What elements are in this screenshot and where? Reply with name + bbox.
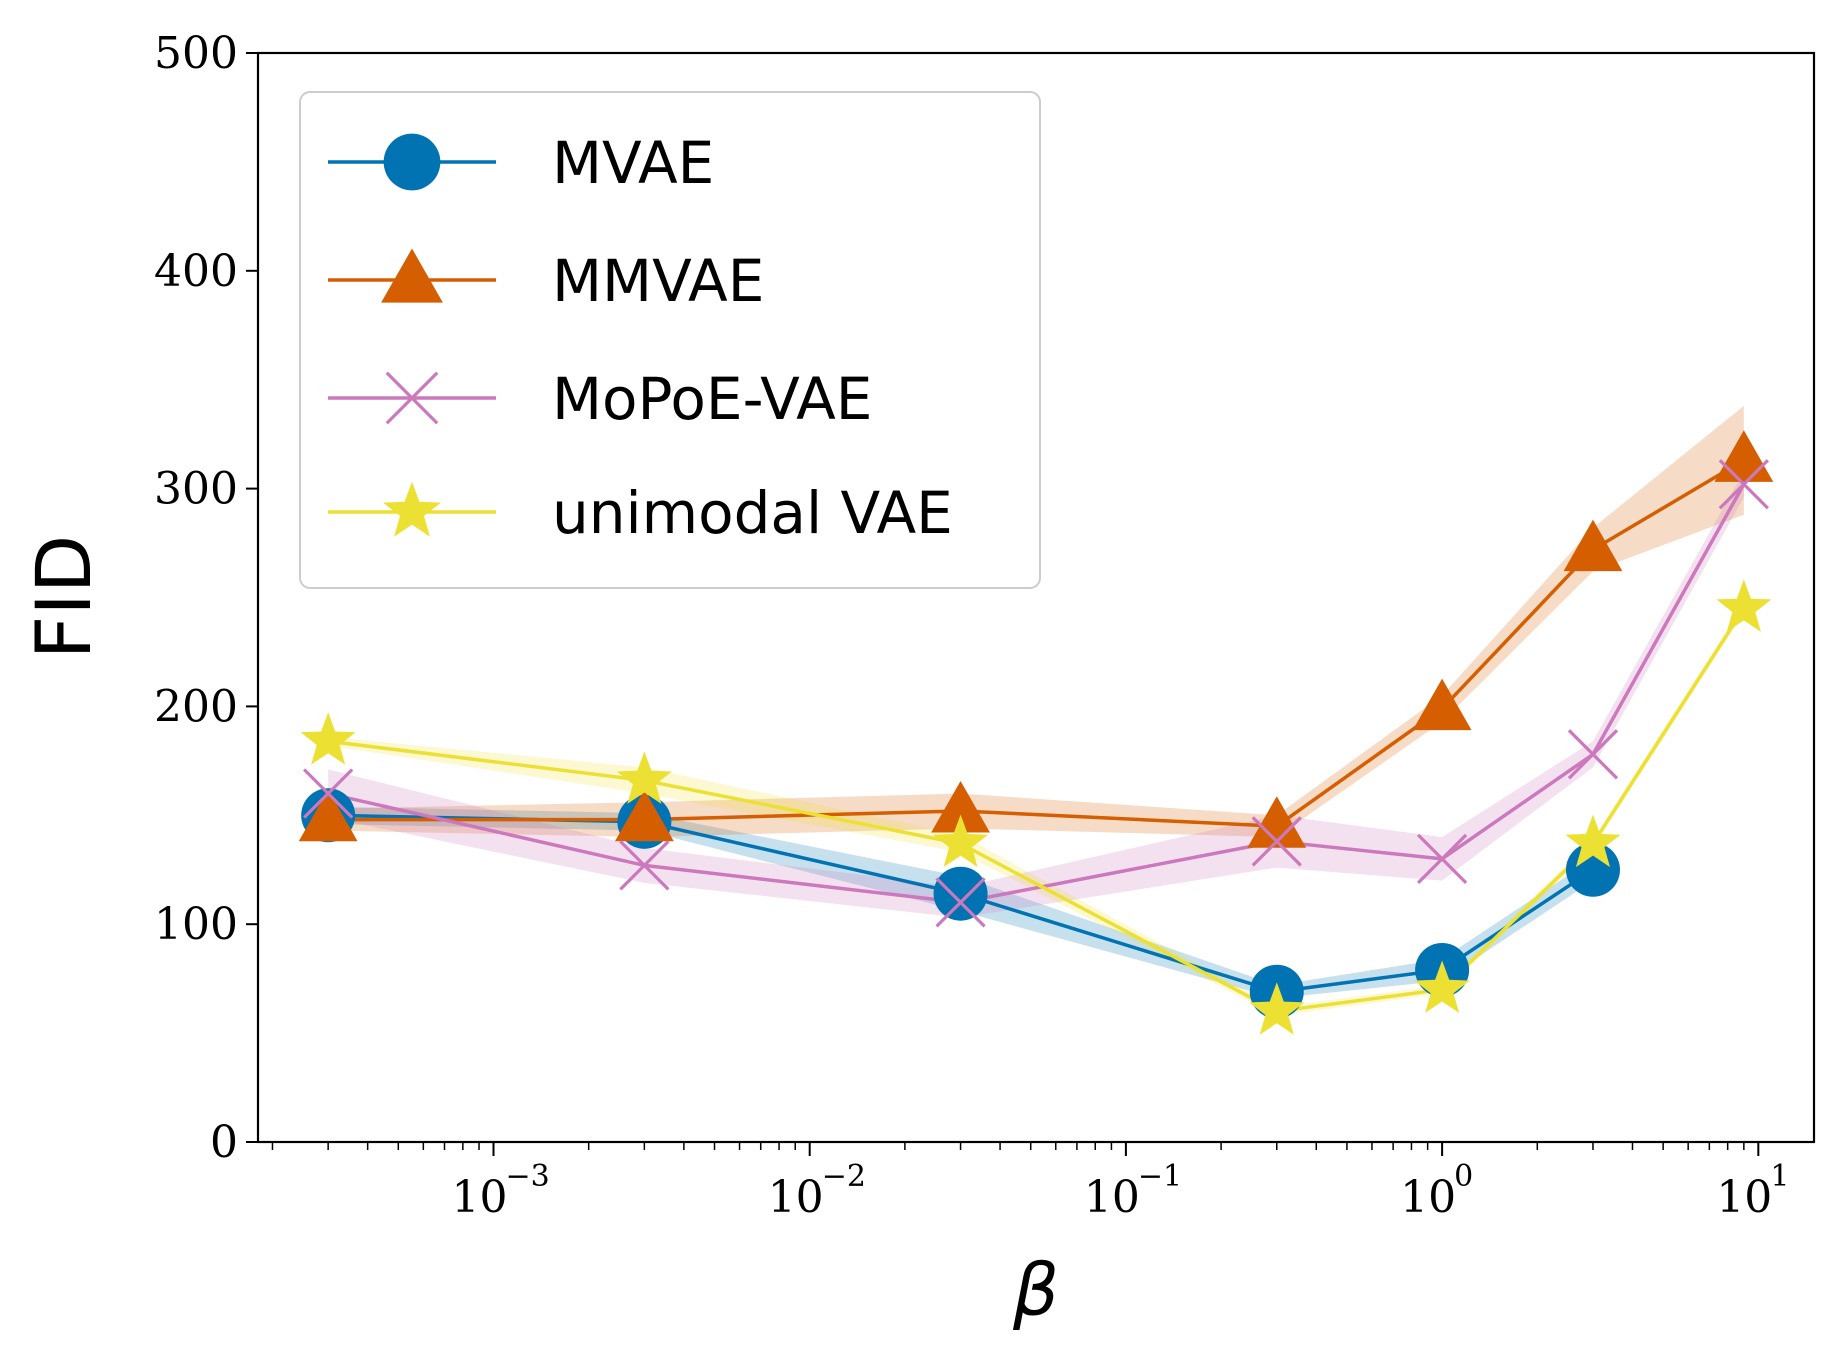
- series-markers: [298, 430, 1774, 1035]
- x-axis-label: β: [1012, 1248, 1059, 1332]
- mvae-point: [933, 866, 988, 921]
- y-axis-label: FID: [19, 535, 108, 660]
- mopoe-vae-point: [619, 840, 670, 891]
- mopoe-vae-point: [935, 877, 986, 928]
- x-tick-base: 10: [451, 1172, 507, 1223]
- legend-label: MMVAE: [552, 247, 764, 315]
- unimodal-vae-point: [1249, 982, 1305, 1035]
- x-tick-base: 10: [1716, 1172, 1772, 1223]
- unimodal-vae-point: [300, 712, 356, 765]
- x-tick-label: 10−3: [451, 1159, 549, 1223]
- mopoe-vae-point: [303, 768, 354, 819]
- legend-entry-mopoe-vae: MoPoE-VAE: [328, 365, 872, 433]
- legend-marker: [383, 481, 441, 537]
- y-tick-label: 400: [154, 246, 238, 297]
- y-tick-label: 200: [154, 681, 238, 732]
- x-tick-exponent: 0: [1454, 1159, 1473, 1194]
- mopoe-vae-point: [1251, 816, 1302, 867]
- mopoe-vae-point: [1416, 833, 1468, 884]
- mmvae-point: [1412, 678, 1472, 731]
- legend-box: [299, 91, 1041, 589]
- y-tick-label: 300: [154, 464, 238, 515]
- x-tick-exponent: −2: [822, 1159, 866, 1194]
- mopoe-vae-point: [1567, 729, 1619, 780]
- x-tick-base: 10: [1400, 1172, 1456, 1223]
- x-tick-base: 10: [768, 1172, 824, 1223]
- unimodal-vae-point: [1565, 814, 1621, 868]
- unimodal-vae-point: [1716, 579, 1772, 632]
- x-tick-label: 10−2: [768, 1159, 866, 1223]
- x-tick-label: 100: [1400, 1159, 1473, 1223]
- x-tick-label: 10−1: [1084, 1159, 1182, 1223]
- y-tick-label: 500: [154, 28, 238, 79]
- legend-label: unimodal VAE: [552, 479, 953, 547]
- mmvae-point: [614, 789, 674, 842]
- unimodal-vae-point: [1414, 960, 1470, 1013]
- x-tick-exponent: 1: [1770, 1159, 1789, 1194]
- legend-label: MoPoE-VAE: [552, 365, 872, 433]
- unimodal-vae-point: [933, 814, 989, 868]
- x-tick-exponent: −3: [505, 1159, 549, 1194]
- y-tick-label: 100: [154, 899, 238, 950]
- mopoe-vae-point: [1718, 459, 1769, 510]
- legend: MVAE MMVAE MoPoE-VAE unimodal VAE: [299, 91, 1041, 589]
- plot-frame: [256, 51, 1816, 1144]
- y-tick-label: 0: [210, 1117, 238, 1168]
- legend-marker: [385, 371, 439, 425]
- legend-marker: [381, 248, 443, 303]
- legend-label: MVAE: [552, 129, 714, 197]
- unimodal-vae-point: [616, 751, 672, 804]
- mmvae-point: [1563, 519, 1623, 572]
- mmvae-point: [931, 780, 990, 833]
- legend-marker: [383, 133, 441, 191]
- x-tick-exponent: −1: [1138, 1159, 1182, 1194]
- legend-entry-mmvae: MMVAE: [328, 247, 764, 315]
- legend-entry-unimodal-vae: unimodal VAE: [328, 479, 953, 547]
- mmvae-point: [298, 789, 358, 842]
- x-tick-base: 10: [1084, 1172, 1140, 1223]
- legend-entry-mvae: MVAE: [328, 129, 714, 197]
- x-tick-label: 101: [1716, 1159, 1789, 1223]
- mmvae-point: [1247, 796, 1307, 848]
